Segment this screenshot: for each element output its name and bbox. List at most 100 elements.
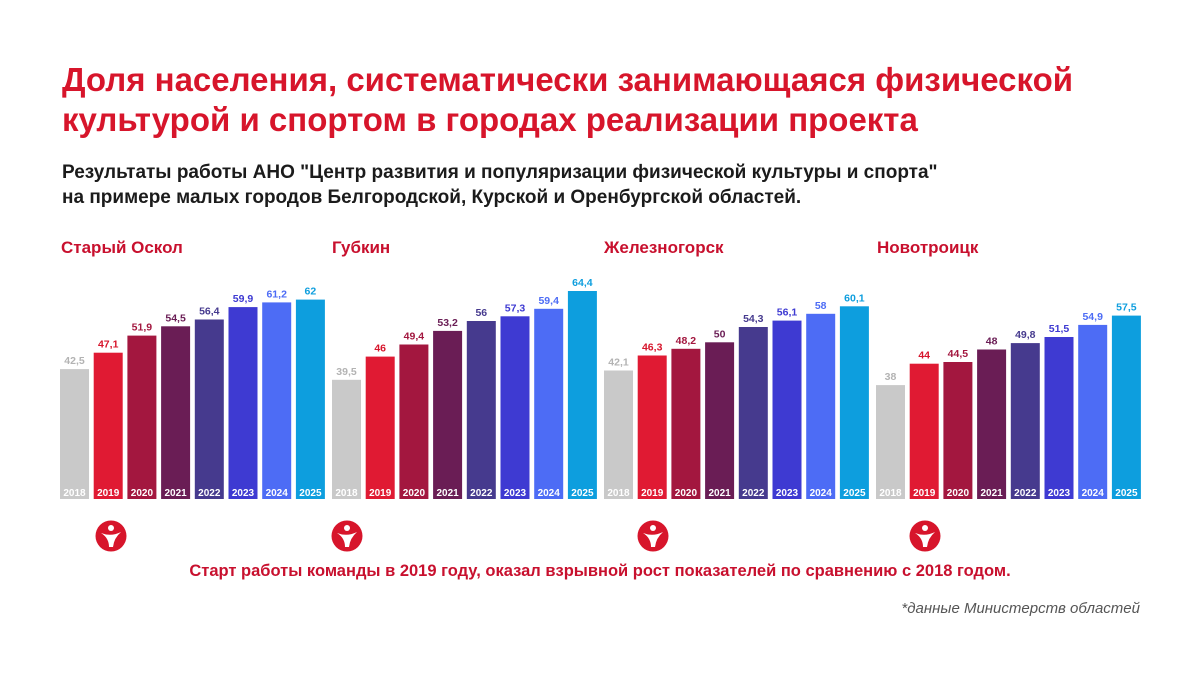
bar [433,330,463,499]
year-label: 2019 [913,488,936,499]
value-label: 49,4 [404,331,425,343]
chart-0: 42,5 2018 47,1 2019 51,9 2020 54,5 2021 56,4 2022… [60,286,325,499]
value-label: 57,5 [1116,302,1137,314]
year-label: 2023 [776,488,799,499]
year-label: 2022 [1014,488,1037,499]
bar [295,299,325,499]
bar [161,326,191,499]
chart-title-stary-oskol: Старый Оскол [61,238,183,257]
running-person-logo-icon [95,520,127,552]
year-label: 2020 [403,488,426,499]
year-label: 2018 [63,488,86,499]
bar [60,369,89,499]
year-label: 2021 [164,488,187,499]
highlight-note: Старт работы команды в 2019 году, оказал… [189,562,1011,580]
value-label: 50 [714,328,726,340]
value-label: 59,9 [233,293,254,305]
bar [332,379,361,499]
logo-head [108,525,114,531]
year-label: 2021 [980,488,1003,499]
year-label: 2019 [97,488,120,499]
value-label: 42,1 [608,357,629,369]
year-label: 2025 [1115,488,1138,499]
bar [671,348,701,499]
value-label: 53,2 [437,317,458,329]
value-label: 56,4 [199,306,220,318]
year-label: 2024 [810,488,833,499]
year-label: 2023 [504,488,527,499]
bar [738,327,768,499]
logo-figure [337,532,357,547]
value-label: 59,4 [538,295,559,307]
bar [943,362,973,499]
bar [466,321,496,499]
value-label: 56,1 [777,307,798,319]
year-label: 2020 [675,488,698,499]
chart-2: 42,1 2018 46,3 2019 48,2 2020 50 2021 54,3 2022 56… [604,292,869,499]
value-label: 49,8 [1015,329,1036,341]
value-label: 39,5 [336,366,357,378]
bar [876,385,905,499]
year-label: 2023 [232,488,255,499]
year-label: 2022 [742,488,765,499]
bar [534,308,564,499]
value-label: 46,3 [642,342,663,354]
bar [705,342,735,499]
chart-title-novotroitsk: Новотроицк [877,238,979,257]
value-label: 51,9 [132,322,153,334]
title-line: Доля населения, систематически занимающа… [62,61,1074,98]
subtitle-line: на примере малых городов Белгородской, К… [62,187,802,208]
year-label: 2021 [708,488,731,499]
year-label: 2022 [198,488,221,499]
chart-title-gubkin: Губкин [332,238,391,257]
year-label: 2020 [947,488,970,499]
logo-figure [101,532,121,547]
value-label: 64,4 [572,277,593,289]
running-person-logo-icon [637,520,669,552]
bar [1044,337,1074,499]
value-label: 54,9 [1082,311,1103,323]
year-label: 2020 [131,488,154,499]
chart-3: 38 2018 44 2019 44,5 2020 48 2021 49,8 2022 51,5 20… [876,302,1141,499]
subtitle-line: Результаты работы АНО "Центр развития и … [62,162,938,183]
logo-figure [643,532,663,547]
year-label: 2023 [1048,488,1071,499]
bar [194,319,224,499]
bar [93,352,123,499]
bar [1010,343,1040,499]
value-label: 47,1 [98,339,119,351]
value-label: 54,3 [743,313,764,325]
year-label: 2018 [607,488,630,499]
bar [500,316,530,499]
bar [604,370,633,499]
bar [365,356,395,499]
running-person-logo-icon [909,520,941,552]
value-label: 44,5 [948,348,969,360]
value-label: 42,5 [64,355,85,367]
value-label: 61,2 [266,288,287,300]
year-label: 2024 [266,488,289,499]
value-label: 54,5 [165,312,186,324]
bar [228,307,258,499]
value-label: 44 [918,350,930,362]
bar [909,363,939,499]
bar [1078,324,1108,499]
bar [637,355,667,499]
bar [806,313,836,499]
value-label: 57,3 [505,302,526,314]
year-label: 2025 [571,488,594,499]
year-label: 2019 [369,488,392,499]
value-label: 38 [885,371,897,383]
logo-head [650,525,656,531]
bar [977,349,1007,499]
bar [1111,315,1141,499]
year-label: 2024 [538,488,561,499]
value-label: 46 [374,343,386,355]
source-footnote: *данные Министерств областей [901,600,1140,617]
bar [839,306,869,499]
bar [262,302,292,499]
value-label: 62 [305,286,317,298]
year-label: 2018 [335,488,358,499]
chart-title-zheleznogorsk: Железногорск [604,238,724,257]
